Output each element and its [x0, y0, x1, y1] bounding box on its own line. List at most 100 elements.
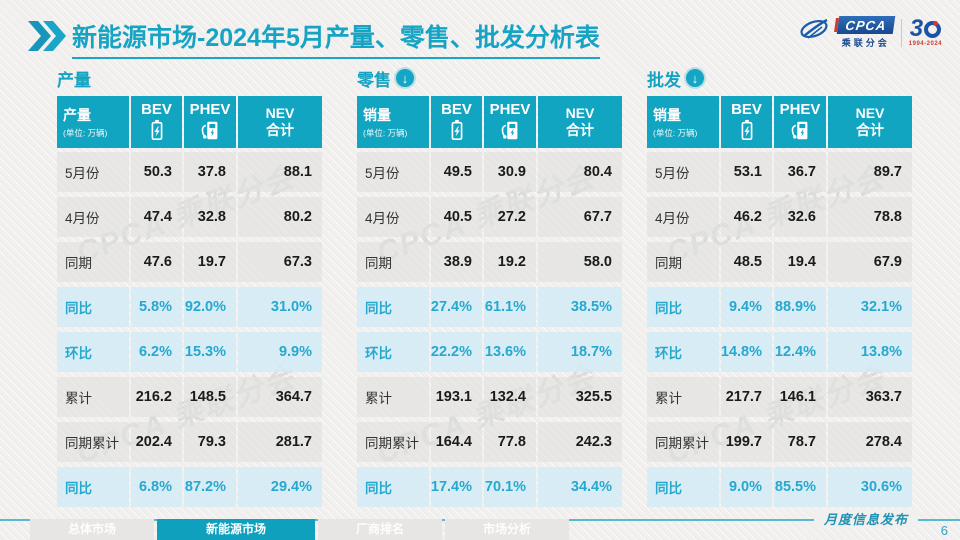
table-row: 同期累计 199.7 78.7 278.4	[647, 422, 912, 462]
cell-value: 13.6%	[484, 332, 536, 372]
corner-header-cell: 产量 (单位: 万辆)	[57, 96, 129, 148]
footer-tab[interactable]: 市场分析	[445, 519, 569, 540]
table-header-row: 产量 (单位: 万辆) BEV PHEV NEV 合计	[57, 96, 322, 148]
cell-value: 9.0%	[721, 467, 772, 507]
cell-value: 13.8%	[828, 332, 912, 372]
cell-value: 364.7	[238, 377, 322, 417]
page-title-main: 新能源市场	[72, 24, 198, 52]
battery-icon	[151, 120, 162, 141]
corner-label: 产量	[63, 107, 91, 123]
nev-label-line1: NEV	[265, 105, 295, 122]
row-label: 同比	[647, 467, 719, 507]
table-row: 同比 27.4% 61.1% 38.5%	[357, 287, 622, 327]
row-label: 5月份	[357, 152, 429, 192]
footer-tab[interactable]: 厂商排名	[318, 519, 442, 540]
cell-value: 34.4%	[538, 467, 622, 507]
cell-value: 281.7	[238, 422, 322, 462]
cell-value: 199.7	[721, 422, 772, 462]
bev-label: BEV	[441, 100, 472, 118]
row-label: 4月份	[357, 197, 429, 237]
phev-label: PHEV	[189, 100, 231, 118]
row-label: 累计	[57, 377, 129, 417]
cell-value: 80.2	[238, 197, 322, 237]
corner-label: 销量	[653, 107, 681, 123]
table-header-row: 销量 (单位: 万辆) BEV PHEV NEV 合计	[647, 96, 912, 148]
row-label: 累计	[357, 377, 429, 417]
table-row: 同比 9.0% 85.5% 30.6%	[647, 467, 912, 507]
cell-value: 78.8	[828, 197, 912, 237]
bev-column-header: BEV	[721, 96, 772, 148]
cell-value: 325.5	[538, 377, 622, 417]
bev-label: BEV	[141, 100, 172, 118]
cell-value: 216.2	[131, 377, 182, 417]
cell-value: 88.9%	[774, 287, 826, 327]
row-label: 5月份	[57, 152, 129, 192]
row-label: 同比	[647, 287, 719, 327]
header: 新能源市场-2024年5月产量、零售、批发分析表 CPCA 乘联分会 3 1	[28, 16, 942, 62]
row-label: 同期累计	[357, 422, 429, 462]
cell-value: 58.0	[538, 242, 622, 282]
nev-column-header: NEV 合计	[828, 96, 912, 148]
row-label: 同期累计	[647, 422, 719, 462]
cell-value: 80.4	[538, 152, 622, 192]
row-label: 同比	[357, 467, 429, 507]
row-label: 同期	[357, 242, 429, 282]
corner-unit: (单位: 万辆)	[363, 128, 408, 138]
cell-value: 29.4%	[238, 467, 322, 507]
page-title: 新能源市场-2024年5月产量、零售、批发分析表	[72, 18, 600, 59]
cpca-box: CPCA	[836, 16, 896, 34]
footer-tab[interactable]: 总体市场	[30, 519, 154, 540]
table-row: 4月份 46.2 32.6 78.8	[647, 197, 912, 237]
anniversary-0-ring-icon	[924, 20, 942, 38]
section-title: 产量	[57, 66, 322, 90]
cell-value: 12.4%	[774, 332, 826, 372]
cell-value: 32.6	[774, 197, 826, 237]
cell-value: 31.0%	[238, 287, 322, 327]
section-title: 批发 ↓	[647, 66, 912, 90]
cell-value: 47.6	[131, 242, 182, 282]
cell-value: 30.9	[484, 152, 536, 192]
footer-tab[interactable]: 新能源市场	[157, 519, 315, 540]
cell-value: 278.4	[828, 422, 912, 462]
table-row: 同期累计 164.4 77.8 242.3	[357, 422, 622, 462]
table-row: 同期累计 202.4 79.3 281.7	[57, 422, 322, 462]
cell-value: 146.1	[774, 377, 826, 417]
cpca-swirl-icon	[799, 16, 831, 49]
anniversary-years: 1994-2024	[908, 41, 942, 47]
cell-value: 67.7	[538, 197, 622, 237]
table-row: 累计 216.2 148.5 364.7	[57, 377, 322, 417]
cell-value: 9.4%	[721, 287, 772, 327]
bev-label: BEV	[731, 100, 762, 118]
cell-value: 38.9	[431, 242, 482, 282]
production-table-section: 产量 产量 (单位: 万辆) BEV PHEV NEV 合计 5月份 50.3 37…	[57, 66, 322, 512]
row-label: 同期	[647, 242, 719, 282]
cell-value: 77.8	[484, 422, 536, 462]
charger-icon	[791, 122, 808, 140]
row-label: 4月份	[647, 197, 719, 237]
phev-column-header: PHEV	[184, 96, 236, 148]
table-row: 同期 48.5 19.4 67.9	[647, 242, 912, 282]
cell-value: 30.6%	[828, 467, 912, 507]
cell-value: 27.4%	[431, 287, 482, 327]
table-header-row: 销量 (单位: 万辆) BEV PHEV NEV 合计	[357, 96, 622, 148]
cell-value: 46.2	[721, 197, 772, 237]
section-label: 零售	[357, 70, 391, 90]
cell-value: 193.1	[431, 377, 482, 417]
cell-value: 40.5	[431, 197, 482, 237]
cell-value: 79.3	[184, 422, 236, 462]
cell-value: 202.4	[131, 422, 182, 462]
phev-column-header: PHEV	[774, 96, 826, 148]
cell-value: 164.4	[431, 422, 482, 462]
cell-value: 88.1	[238, 152, 322, 192]
cell-value: 18.7%	[538, 332, 622, 372]
nev-label-line2: 合计	[856, 122, 884, 138]
cell-value: 38.5%	[538, 287, 622, 327]
nev-label-line2: 合计	[266, 122, 294, 138]
table-row: 环比 14.8% 12.4% 13.8%	[647, 332, 912, 372]
cell-value: 48.5	[721, 242, 772, 282]
cell-value: 32.8	[184, 197, 236, 237]
anniversary-30-badge: 3 1994-2024	[908, 17, 942, 48]
row-label: 5月份	[647, 152, 719, 192]
cell-value: 19.4	[774, 242, 826, 282]
table-row: 同比 9.4% 88.9% 32.1%	[647, 287, 912, 327]
